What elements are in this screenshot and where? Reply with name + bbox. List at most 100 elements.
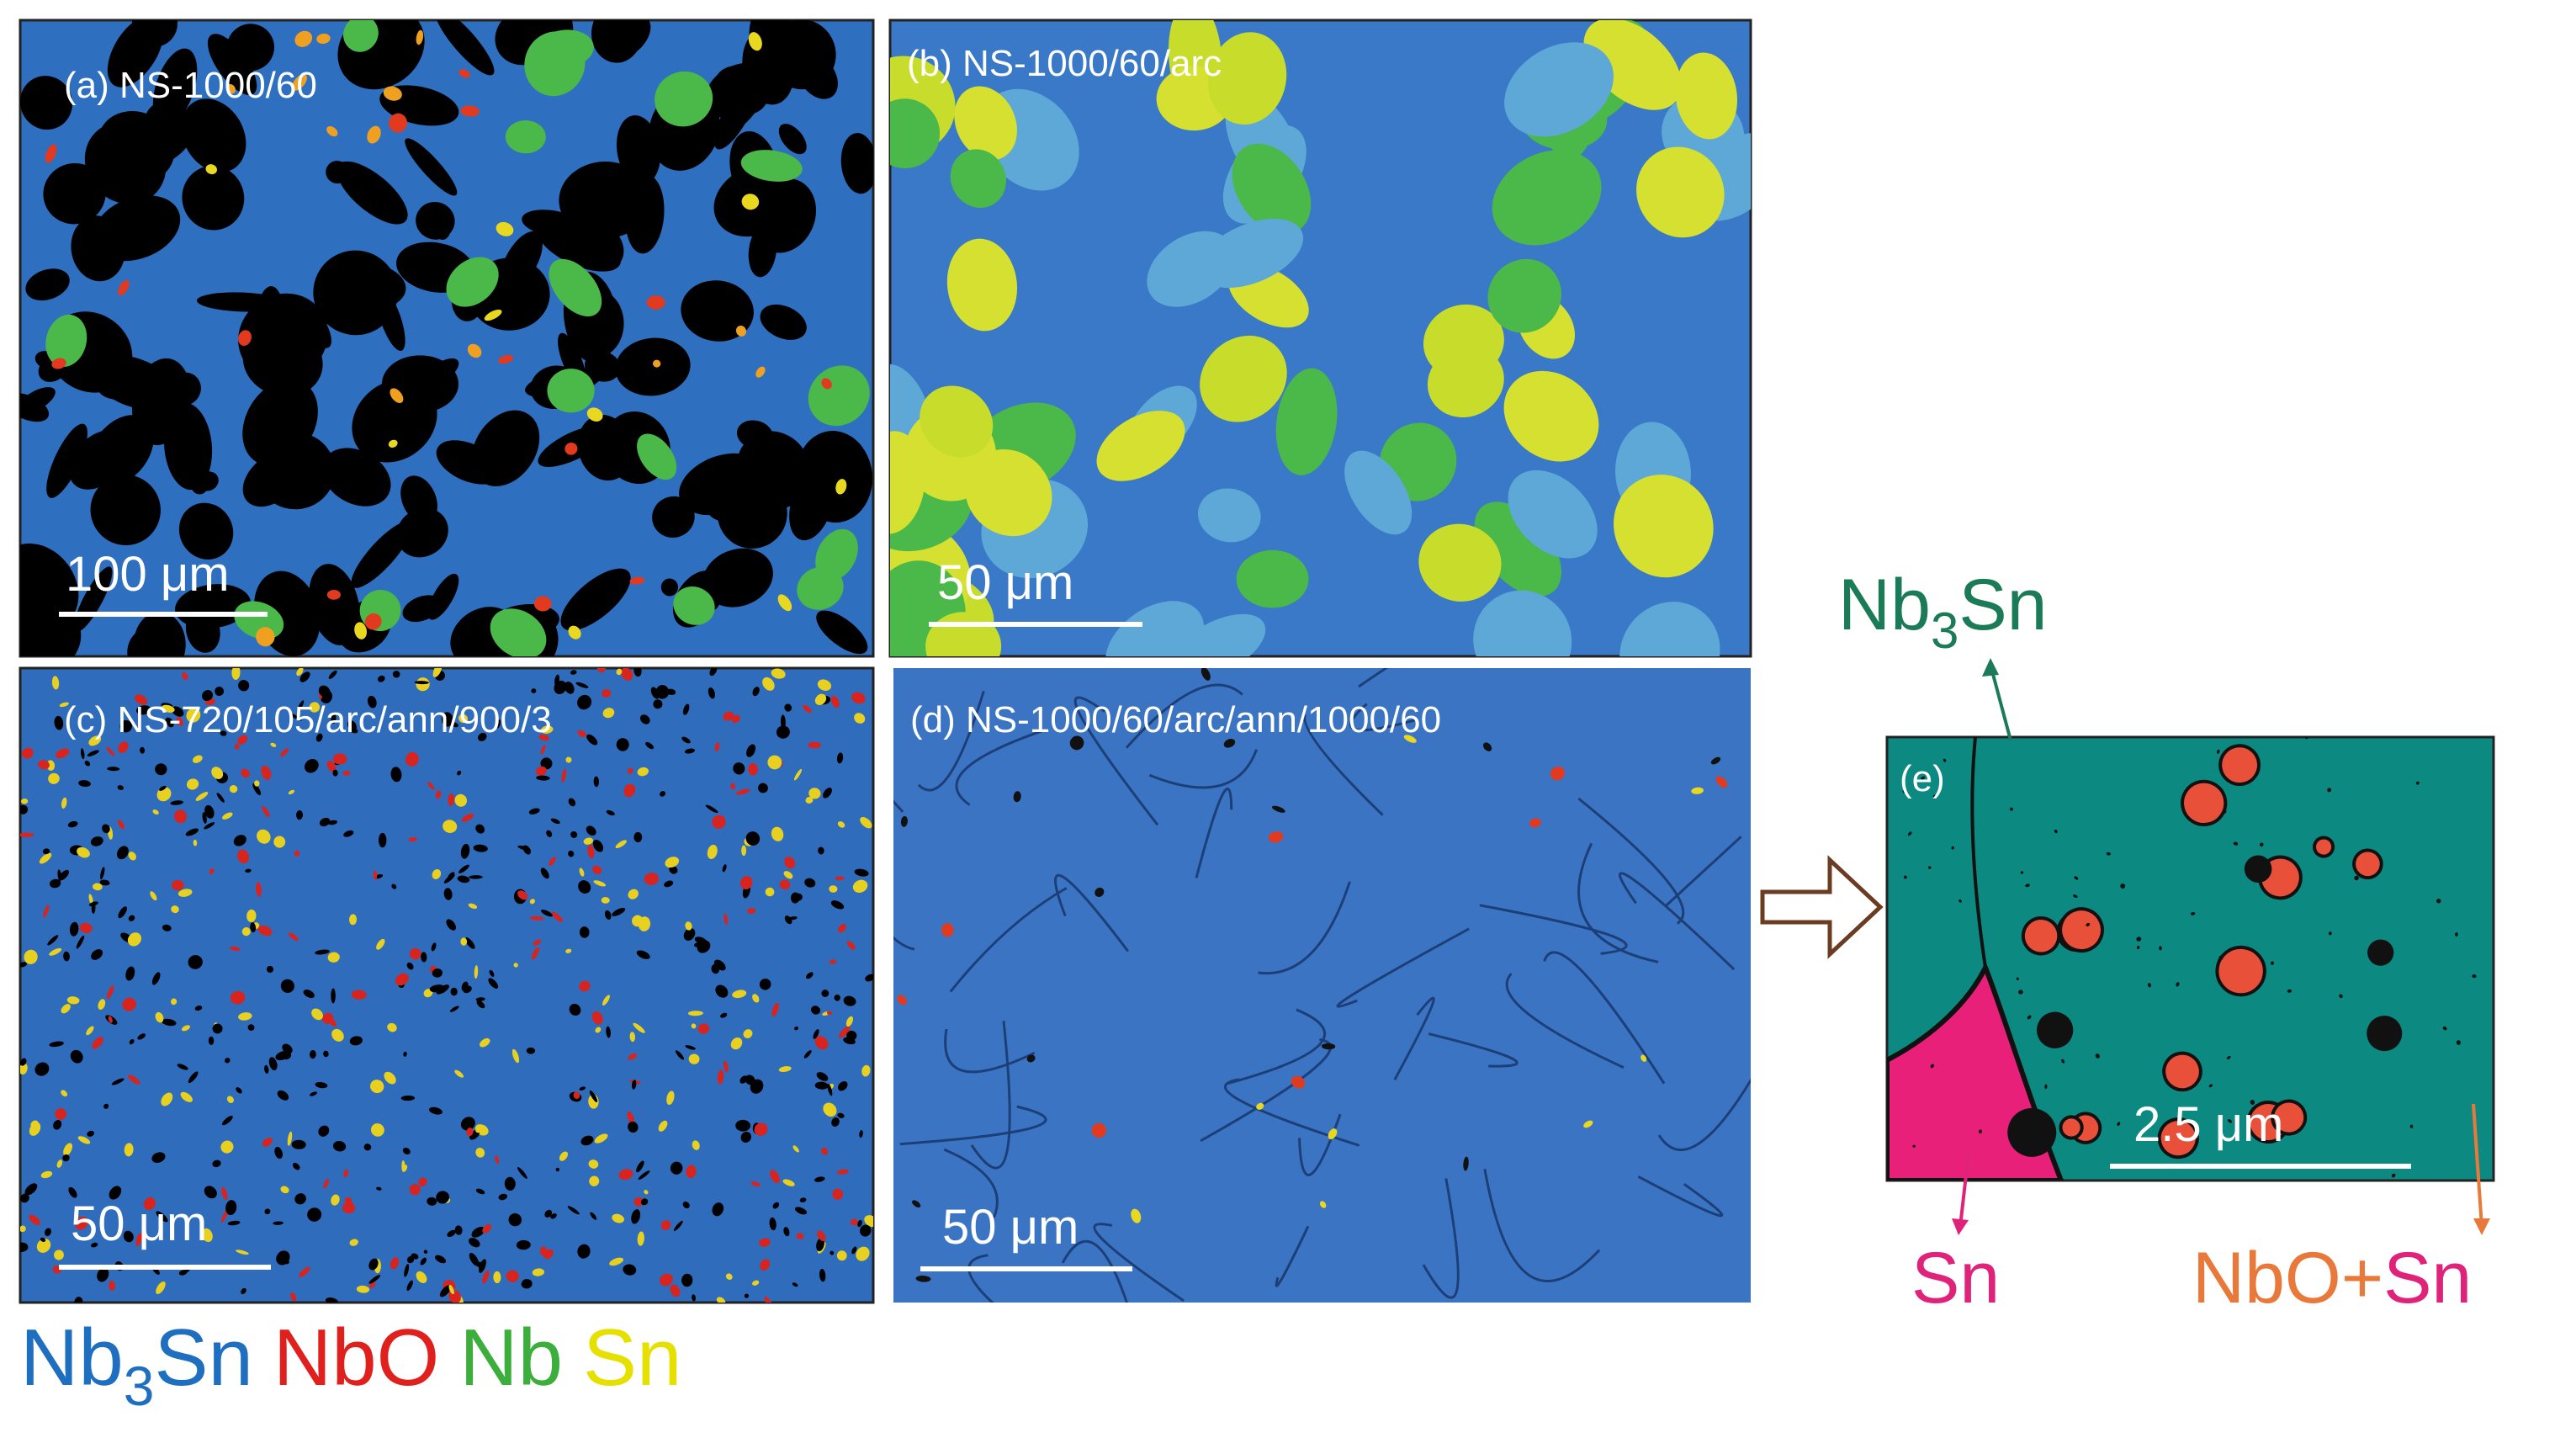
- grain: [615, 840, 627, 849]
- grain: [311, 1008, 323, 1021]
- grain: [817, 1230, 826, 1242]
- grain: [784, 857, 796, 869]
- grain: [469, 1238, 480, 1248]
- grain: [118, 741, 129, 753]
- grain: [209, 868, 215, 875]
- grain: [51, 676, 60, 690]
- grain: [176, 717, 183, 726]
- grain: [45, 144, 57, 163]
- grain: [80, 748, 85, 760]
- grain: [2073, 894, 2078, 899]
- precipitate: [2367, 1016, 2403, 1052]
- grain: [185, 608, 220, 653]
- grain: [640, 1198, 649, 1206]
- grain: [370, 1080, 384, 1094]
- grain: [332, 1140, 347, 1152]
- grain: [435, 20, 495, 76]
- grain: [755, 366, 766, 378]
- grain: [2409, 1124, 2414, 1128]
- grain: [432, 968, 443, 978]
- grain: [325, 1297, 339, 1303]
- grain: [326, 761, 337, 772]
- grain: [43, 162, 106, 225]
- grain: [321, 448, 391, 507]
- grain: [212, 1159, 221, 1168]
- grain-boundary: [970, 1021, 1011, 1170]
- grain: [712, 815, 726, 830]
- grain: [586, 407, 603, 422]
- grain: [226, 83, 236, 94]
- grain: [526, 1047, 536, 1054]
- grain: [752, 1280, 760, 1286]
- grain: [740, 150, 803, 182]
- grain: [854, 868, 869, 877]
- grain: [450, 987, 458, 996]
- grain: [559, 1151, 569, 1161]
- grain: [639, 714, 650, 724]
- grain: [660, 791, 665, 797]
- grain: [837, 821, 845, 828]
- grain: [838, 923, 846, 933]
- grain: [20, 1225, 26, 1233]
- grain: [294, 850, 300, 857]
- grain: [2304, 737, 2308, 740]
- grain: [446, 257, 499, 307]
- grain: [349, 1239, 358, 1246]
- grain: [673, 586, 715, 625]
- grain: [337, 161, 408, 225]
- grain: [118, 279, 130, 296]
- grain: [367, 125, 381, 144]
- grain: [270, 742, 277, 747]
- grain: [1272, 805, 1285, 813]
- panel-label: (c) NS-720/105/arc/ann/900/3: [64, 699, 552, 740]
- grain: [307, 1207, 322, 1222]
- grain: [856, 1246, 870, 1261]
- grain: [890, 98, 941, 169]
- grain: [2385, 1024, 2389, 1027]
- grain: [20, 76, 73, 130]
- grain: [765, 887, 775, 897]
- grain: [255, 882, 262, 897]
- grain: [299, 1266, 310, 1278]
- grain: [222, 812, 233, 820]
- grain-boundary: [967, 1254, 994, 1303]
- grain: [135, 1233, 142, 1247]
- grain: [188, 1071, 199, 1084]
- grain: [156, 1281, 166, 1295]
- grain: [448, 793, 455, 806]
- grain: [1197, 488, 1261, 543]
- grain: [20, 1193, 29, 1203]
- grain: [665, 857, 680, 868]
- grain: [460, 937, 468, 946]
- grain: [1200, 335, 1287, 422]
- grain: [181, 1025, 191, 1032]
- grain: [53, 1120, 62, 1130]
- grain: [75, 1216, 88, 1230]
- grain: [418, 1177, 427, 1186]
- grain: [478, 732, 487, 741]
- grain: [861, 1064, 871, 1077]
- grain: [323, 1050, 329, 1058]
- grain: [664, 880, 674, 888]
- leader: [1989, 664, 2012, 741]
- grain: [549, 857, 556, 867]
- grain-boundary: [1061, 1239, 1128, 1303]
- grain: [595, 1027, 602, 1033]
- grain: [735, 325, 747, 337]
- grain: [457, 770, 462, 776]
- grain: [127, 932, 142, 947]
- grain: [69, 921, 79, 937]
- grain: [482, 1223, 492, 1234]
- grain: [2455, 932, 2458, 937]
- grain: [115, 118, 194, 172]
- grain: [454, 1069, 464, 1078]
- grain: [684, 748, 696, 754]
- grain: [1640, 1054, 1647, 1062]
- grain: [575, 682, 589, 688]
- precipitate: [2313, 836, 2335, 858]
- grain: [537, 220, 622, 272]
- grain: [482, 1270, 490, 1284]
- grain: [439, 1285, 451, 1297]
- grain: [941, 923, 954, 937]
- grain: [831, 1117, 840, 1128]
